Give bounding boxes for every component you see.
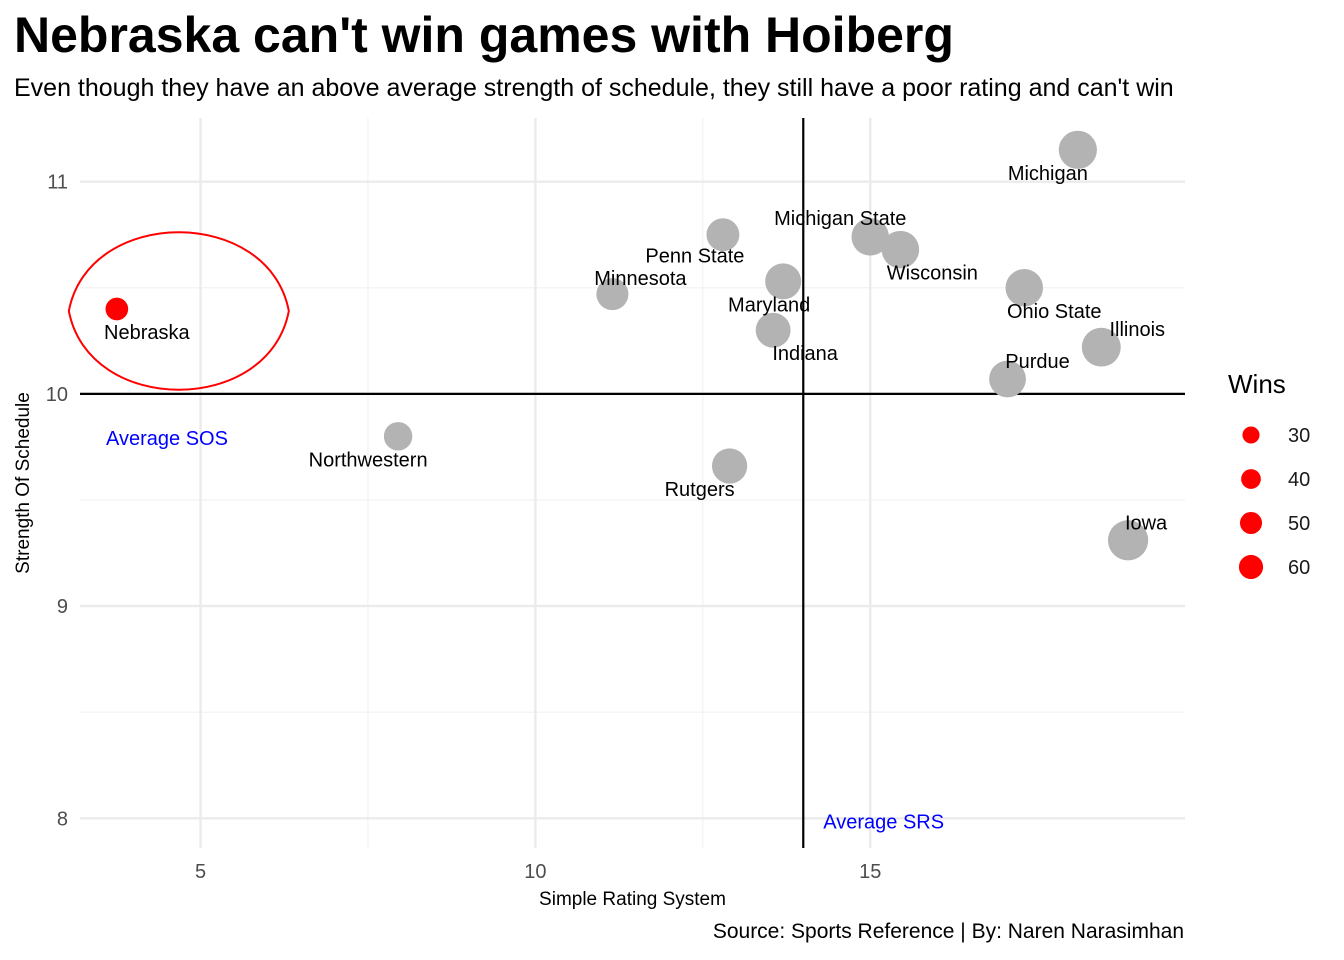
point-ohio-state (1005, 269, 1044, 307)
axis-ticks: 5 10 15 8 9 10 11 (46, 172, 882, 883)
legend-label: 40 (1288, 469, 1310, 491)
reference-lines (80, 118, 1185, 848)
legend-key-50 (1239, 511, 1263, 535)
label-penn-state: Penn State (645, 246, 744, 268)
point-indiana (755, 312, 791, 348)
legend-key-40 (1241, 469, 1261, 489)
point-northwestern (383, 422, 413, 451)
label-indiana: Indiana (772, 343, 838, 365)
legend-key-30 (1242, 426, 1260, 444)
point-minnesota (596, 278, 629, 311)
point-illinois (1081, 327, 1121, 367)
data-points (105, 130, 1149, 561)
point-maryland (765, 263, 802, 300)
point-wisconsin (881, 230, 920, 269)
grid-lines (80, 118, 1185, 848)
label-minnesota: Minnesota (594, 268, 687, 290)
x-axis-title: Simple Rating System (539, 889, 726, 910)
legend-label: 60 (1288, 557, 1310, 579)
point-penn-state (706, 218, 740, 252)
x-tick-label: 5 (195, 861, 206, 883)
label-ohio-state: Ohio State (1007, 301, 1102, 323)
y-tick-label: 11 (47, 172, 68, 194)
label-iowa: Iowa (1125, 512, 1168, 534)
point-rutgers (711, 448, 748, 484)
label-maryland: Maryland (728, 294, 810, 316)
point-purdue (989, 360, 1026, 398)
y-tick-label: 9 (57, 596, 68, 618)
label-nebraska: Nebraska (104, 322, 190, 344)
nebraska-highlight-ellipse (67, 231, 290, 391)
legend-label: 50 (1288, 513, 1310, 535)
point-michigan (1058, 130, 1097, 169)
legend-label: 30 (1288, 425, 1310, 447)
chart-title: Nebraska can't win games with Hoiberg (14, 7, 954, 63)
y-tick-label: 10 (46, 384, 68, 406)
average-sos-label: Average SOS (106, 428, 228, 450)
label-northwestern: Northwestern (309, 449, 428, 471)
y-axis-title: Strength Of Schedule (13, 392, 34, 574)
x-tick-label: 15 (859, 861, 881, 883)
label-wisconsin: Wisconsin (887, 263, 978, 285)
label-purdue: Purdue (1005, 351, 1070, 373)
highlight-ellipse (67, 231, 290, 391)
point-iowa (1107, 520, 1149, 561)
size-legend: Wins 30 40 50 60 (1228, 369, 1310, 580)
y-tick-label: 8 (57, 808, 68, 830)
label-michigan: Michigan (1008, 163, 1088, 185)
chart-subtitle: Even though they have an above average s… (14, 74, 1174, 102)
legend-title: Wins (1228, 369, 1286, 399)
label-rutgers: Rutgers (665, 479, 735, 501)
label-michigan-state: Michigan State (774, 208, 906, 230)
point-michigan-state (851, 218, 889, 256)
x-tick-label: 10 (524, 861, 546, 883)
chart-caption: Source: Sports Reference | By: Naren Nar… (712, 920, 1184, 943)
average-srs-label: Average SRS (823, 811, 944, 833)
point-nebraska (105, 297, 129, 321)
label-illinois: Illinois (1109, 319, 1165, 341)
legend-key-60 (1238, 554, 1264, 580)
